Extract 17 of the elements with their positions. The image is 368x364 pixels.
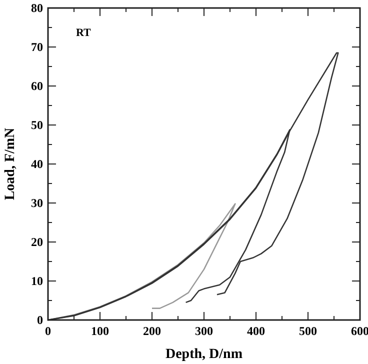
x-tick-label: 200 <box>143 324 161 338</box>
y-axis-title: Load, F/mN <box>3 128 18 200</box>
x-tick-label: 300 <box>195 324 213 338</box>
y-tick-label: 10 <box>31 274 43 288</box>
y-tick-label: 50 <box>31 118 43 132</box>
y-tick-label: 40 <box>31 157 43 171</box>
x-tick-label: 500 <box>299 324 317 338</box>
x-tick-label: 400 <box>247 324 265 338</box>
x-tick-label: 100 <box>91 324 109 338</box>
y-tick-label: 70 <box>31 40 43 54</box>
y-tick-label: 20 <box>31 235 43 249</box>
x-axis-title: Depth, D/nm <box>165 347 243 362</box>
annotation: RT <box>76 27 92 39</box>
y-tick-label: 60 <box>31 79 43 93</box>
y-tick-label: 30 <box>31 196 43 210</box>
y-tick-label: 0 <box>37 313 43 327</box>
y-tick-label: 80 <box>31 1 43 15</box>
